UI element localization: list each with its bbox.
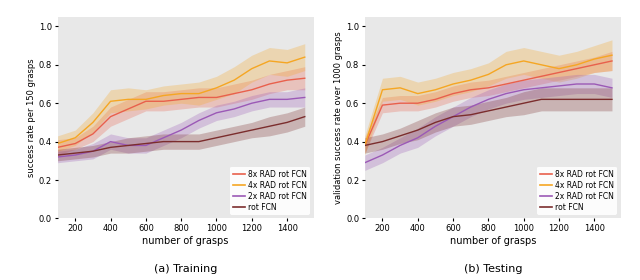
Legend: 8x RAD rot FCN, 4x RAD rot FCN, 2x RAD rot FCN, rot FCN: 8x RAD rot FCN, 4x RAD rot FCN, 2x RAD r… bbox=[538, 167, 617, 214]
X-axis label: number of grasps: number of grasps bbox=[450, 236, 536, 246]
Y-axis label: success rate per 150 grasps: success rate per 150 grasps bbox=[27, 58, 36, 177]
Y-axis label: validation success rate over 1000 grasps: validation success rate over 1000 grasps bbox=[334, 31, 343, 204]
X-axis label: number of grasps: number of grasps bbox=[143, 236, 228, 246]
Legend: 8x RAD rot FCN, 4x RAD rot FCN, 2x RAD rot FCN, rot FCN: 8x RAD rot FCN, 4x RAD rot FCN, 2x RAD r… bbox=[230, 167, 310, 214]
Text: (a) Training: (a) Training bbox=[154, 264, 218, 274]
Text: (b) Testing: (b) Testing bbox=[463, 264, 522, 274]
